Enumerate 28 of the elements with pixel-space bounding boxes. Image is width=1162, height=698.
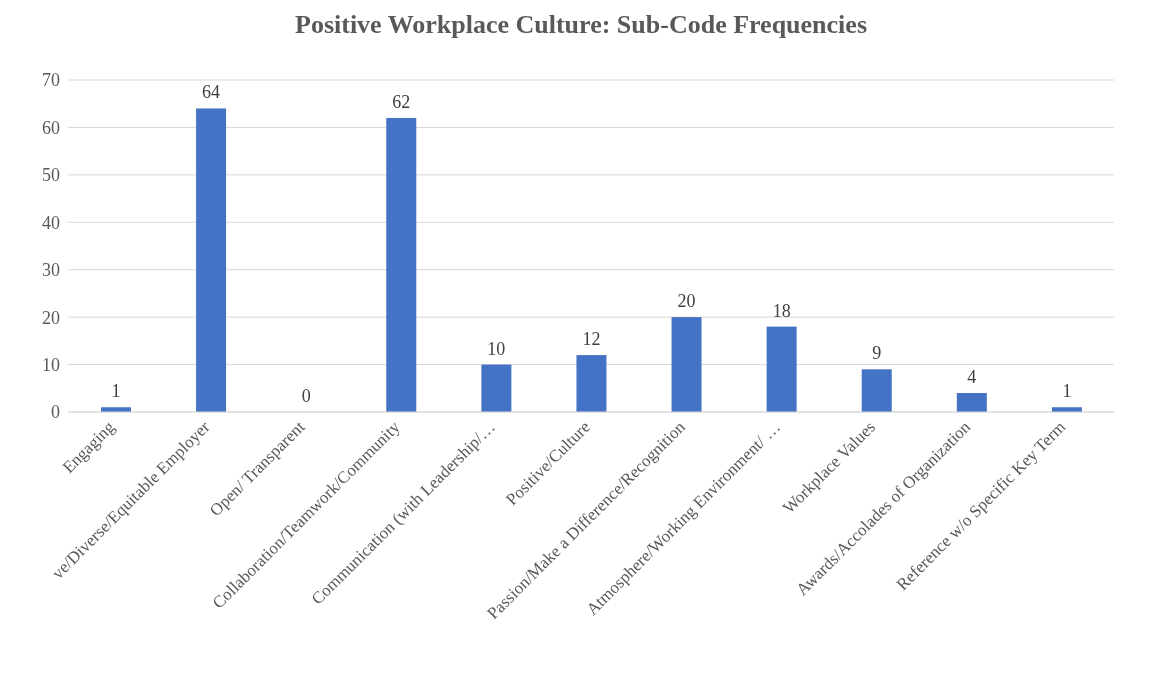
data-label: 0 [301,386,311,406]
y-tick-label: 10 [42,354,60,375]
chart-title: Positive Workplace Culture: Sub-Code Frequencies [294,10,868,41]
data-label: 10 [487,338,506,359]
bar [861,369,892,412]
y-tick-label: 20 [42,307,60,328]
y-tick-label: 70 [42,70,60,91]
data-label: 62 [392,91,411,112]
bar [956,393,987,412]
data-label: 1 [1062,381,1072,402]
y-tick-label: 40 [42,212,60,233]
bar [196,108,227,412]
data-label: 18 [772,300,791,321]
bar [766,326,797,412]
data-label: 4 [967,367,977,388]
data-label: 12 [582,329,601,350]
data-label: 64 [202,82,221,103]
data-label: 20 [677,291,696,312]
bar [481,364,512,412]
y-tick-label: 0 [51,402,60,423]
bar [576,355,607,412]
y-tick-label: 30 [42,260,60,281]
bar [671,317,702,412]
y-tick-label: 50 [42,165,60,186]
data-label: 1 [111,381,121,402]
bar [386,117,417,412]
data-label: 9 [872,343,882,364]
y-tick-label: 60 [42,117,60,138]
